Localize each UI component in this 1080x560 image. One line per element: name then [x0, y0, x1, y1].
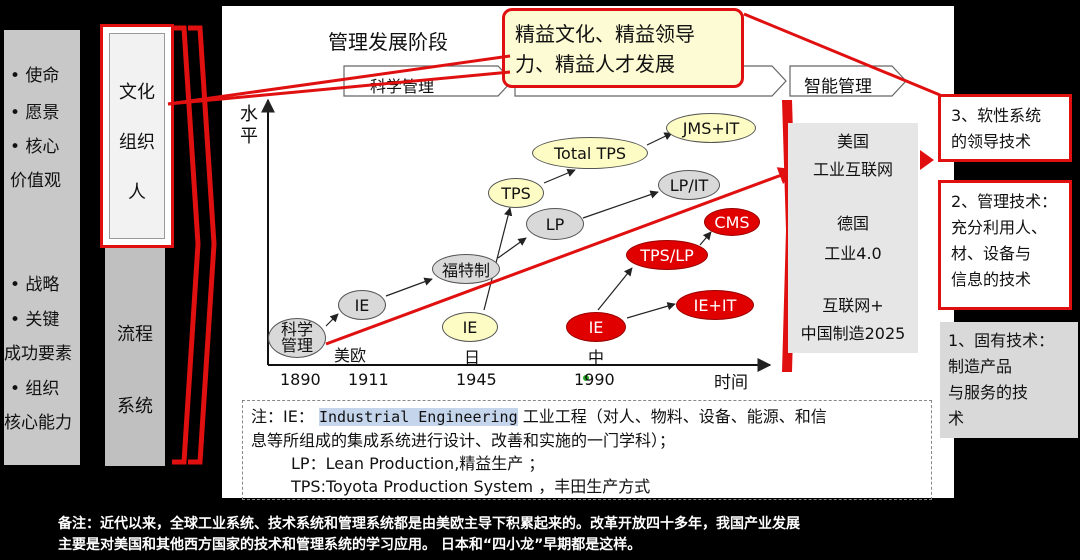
us-line-1: 美国: [836, 132, 869, 151]
soft-line-1: 3、软性系统: [951, 106, 1042, 125]
soft-system-box: 3、软性系统 的领导技术: [938, 94, 1072, 162]
mgmt-line-2: 充分利用人、: [951, 218, 1048, 237]
culture-organization-box: 文化 组织 人: [100, 24, 174, 248]
note-ie-highlight: Industrial Engineering: [318, 408, 518, 426]
process-line-2: 系统: [117, 396, 153, 417]
node-ie-it: IE+IT: [676, 290, 754, 320]
x-tick-1911: 1911: [348, 370, 389, 389]
node-ie-us: IE: [338, 290, 386, 320]
diagram-title: 管理发展阶段: [328, 30, 448, 54]
note-line-3: LP：Lean Production,精益生产 ；: [291, 454, 545, 473]
culture-line-1: 文化: [119, 82, 155, 103]
callout-line-2: 力、精益人才发展: [515, 52, 675, 76]
node-sci-line-2: 管理: [280, 336, 313, 355]
note-line-1: 注：IE： Industrial Engineering 工业工程（对人、物料、…: [251, 405, 923, 429]
us-line-2: 工业互联网: [812, 160, 893, 179]
node-lp-it: LP/IT: [658, 170, 720, 200]
node-tps: TPS: [488, 178, 544, 208]
phase-smart-management: 智能管理: [804, 77, 872, 97]
success-factors-label: 成功要素: [4, 344, 72, 364]
countries-panel: 美国 工业互联网 德国 工业4.0 互联网+ 中国制造2025: [788, 123, 918, 353]
node-jms-it: JMS+IT: [666, 113, 756, 143]
strategy-label: • 战略: [10, 275, 60, 295]
red-bracket-arrows: [172, 25, 217, 465]
culture-line-3: 人: [128, 182, 146, 203]
region-us-europe: 美欧: [334, 346, 367, 365]
china-line-1: 互联网+: [822, 296, 884, 315]
mgmt-line-4: 信息的技术: [951, 270, 1032, 289]
region-china: 中: [588, 348, 605, 367]
china-line-2: 中国制造2025: [800, 324, 906, 343]
node-ie-japan: IE: [442, 312, 498, 342]
mgmt-line-1: 2、管理技术：: [951, 192, 1058, 211]
node-ie-china: IE: [566, 312, 626, 342]
callout-line-1: 精益文化、精益领导: [515, 22, 695, 46]
node-scientific-management: 科学 管理: [268, 318, 326, 358]
footer-remark: 备注：近代以来，全球工业系统、技术系统和管理系统都是由美欧主导下积累起来的。改革…: [58, 514, 1058, 556]
core-capability-label: 核心能力: [4, 413, 72, 433]
organization-label: • 组织: [10, 379, 60, 399]
note-line-4: TPS:Toyota Production System ，丰田生产方式: [291, 477, 651, 496]
inherent-line-4: 术: [948, 409, 965, 428]
management-tech-box: 2、管理技术： 充分利用人、 材、设备与 信息的技术: [938, 180, 1072, 310]
node-lp: LP: [526, 208, 584, 240]
x-tick-1990: 1990: [574, 370, 615, 389]
note-line-2: 息等所组成的集成系统进行设计、改善和实施的一门学科）；: [251, 431, 676, 450]
y-axis-label-bottom: 平: [240, 126, 258, 147]
inherent-line-2: 制造产品: [948, 357, 1013, 376]
x-axis-label-time: 时间: [714, 373, 748, 393]
note-prefix: 注：IE：: [251, 407, 314, 426]
region-japan: 日: [464, 348, 481, 367]
node-sci-line-1: 科学: [280, 320, 313, 339]
culture-inner-panel: 文化 组织 人: [109, 33, 165, 239]
x-tick-1945: 1945: [456, 370, 497, 389]
mgmt-line-3: 材、设备与: [951, 244, 1032, 263]
inherent-line-1: 1、固有技术：: [948, 331, 1055, 350]
germany-line-2: 工业4.0: [824, 244, 882, 263]
node-tps-lp: TPS/LP: [626, 240, 708, 270]
culture-line-2: 组织: [119, 132, 155, 153]
vision-label: • 愿景: [10, 103, 60, 123]
footer-line-2: 主要是对美国和其他西方国家的技术和管理系统的学习应用。 日本和“四小龙”早期都是…: [58, 537, 642, 553]
left-value-panel: • 使命 • 愿景 • 核心 价值观 • 战略 • 关键 成功要素 • 组织 核…: [4, 30, 80, 465]
inherent-line-3: 与服务的技: [948, 383, 1029, 402]
node-cms: CMS: [704, 208, 760, 236]
note-ie-rest: 工业工程（对人、物料、设备、能源、和信: [522, 407, 827, 426]
process-line-1: 流程: [117, 324, 153, 345]
x-tick-1890: 1890: [280, 370, 321, 389]
germany-line-1: 德国: [836, 214, 869, 233]
mission-label: • 使命: [10, 66, 60, 86]
process-system-box: 流程 系统: [105, 248, 165, 466]
node-ford: 福特制: [432, 254, 500, 284]
y-axis-label-top: 水: [240, 104, 258, 125]
node-total-tps: Total TPS: [532, 137, 648, 169]
values-label: 价值观: [10, 171, 61, 191]
key-label: • 关键: [10, 310, 60, 330]
abbreviation-note: 注：IE： Industrial Engineering 工业工程（对人、物料、…: [242, 400, 932, 500]
lean-culture-callout: 精益文化、精益领导 力、精益人才发展: [502, 8, 744, 88]
inherent-tech-box: 1、固有技术： 制造产品 与服务的技 术: [940, 322, 1078, 438]
core-label: • 核心: [10, 137, 60, 157]
footer-line-1: 备注：近代以来，全球工业系统、技术系统和管理系统都是由美欧主导下积累起来的。改革…: [58, 516, 800, 532]
soft-line-2: 的领导技术: [951, 132, 1032, 151]
